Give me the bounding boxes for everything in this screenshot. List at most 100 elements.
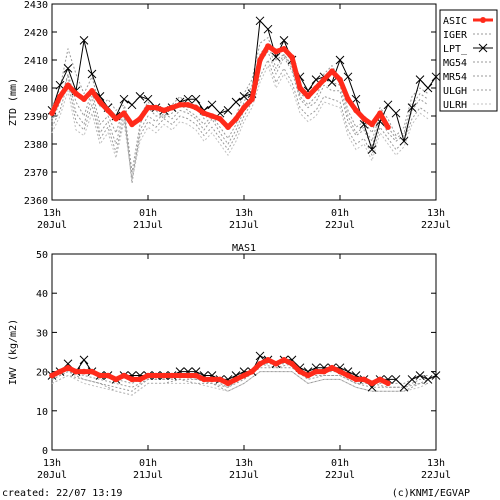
data-point [153, 104, 159, 111]
data-point [143, 94, 153, 104]
data-point [327, 78, 337, 87]
data-point [79, 36, 89, 45]
data-point [257, 360, 263, 367]
data-point [279, 36, 289, 45]
x-tick-label-date: 21Jul [133, 470, 163, 481]
data-point [351, 94, 361, 104]
y-tick-label: 2410 [24, 56, 48, 67]
data-point [121, 372, 127, 379]
series-ulgh [51, 59, 429, 179]
data-point [263, 24, 273, 34]
data-point [177, 372, 183, 379]
data-point [233, 116, 239, 122]
y-tick-label: 20 [36, 368, 48, 379]
data-point [239, 92, 249, 101]
data-point [193, 104, 199, 111]
data-point [241, 104, 247, 111]
data-point [129, 376, 135, 383]
data-point [255, 351, 265, 361]
data-point [193, 372, 199, 379]
data-point [265, 357, 271, 363]
data-point [225, 124, 231, 130]
data-point [345, 372, 351, 379]
data-point [137, 116, 143, 122]
legend: ASIC IGER LPT_ MG54 MR54 ULGH ULRH [439, 9, 498, 112]
legend-label: ASIC [443, 16, 467, 27]
data-point [169, 372, 175, 379]
data-point [321, 368, 327, 375]
data-point [313, 85, 319, 91]
series-asic [49, 357, 391, 387]
data-point [383, 100, 393, 110]
x-tick-label-date: 22Jul [421, 220, 451, 231]
data-point [201, 110, 207, 116]
data-point [345, 96, 351, 102]
data-point [335, 55, 345, 65]
data-point [265, 43, 271, 49]
panel-1: 2360237023802390240024102420243013h20Jul… [8, 0, 498, 231]
data-point [49, 372, 55, 379]
x-tick-label-hour: 13h [43, 208, 61, 219]
x-tick-label-date: 22Jul [421, 470, 451, 481]
data-point [407, 375, 417, 384]
y-tick-label: 2380 [24, 140, 48, 151]
x-tick-label-date: 20Jul [37, 470, 67, 481]
data-point [57, 368, 63, 375]
data-point [431, 72, 441, 82]
data-point [49, 110, 55, 116]
data-point [305, 372, 311, 379]
data-point [63, 64, 73, 73]
data-point [329, 364, 335, 371]
series-line [51, 367, 429, 392]
data-point [161, 372, 167, 379]
x-tick-label-hour: 13h [427, 208, 445, 219]
data-point [407, 103, 417, 112]
data-point [89, 88, 95, 94]
data-point [209, 376, 215, 383]
series-mg54 [51, 367, 429, 392]
data-point [177, 102, 183, 108]
data-point [119, 94, 129, 104]
data-point [297, 368, 303, 375]
plot-frame [51, 253, 437, 451]
data-point [145, 372, 151, 379]
data-point [217, 116, 223, 122]
x-tick-label-date: 20Jul [37, 220, 67, 231]
data-point [81, 96, 87, 102]
data-point [369, 121, 375, 128]
data-point [361, 376, 367, 383]
legend-label: MR54 [443, 72, 467, 83]
data-point [313, 368, 319, 375]
data-point [255, 16, 265, 26]
data-point [249, 368, 255, 375]
x-tick-label-hour: 01h [331, 208, 349, 219]
data-point [271, 52, 281, 62]
data-point [121, 110, 127, 116]
data-point [65, 364, 71, 371]
x-tick-label-hour: 01h [331, 458, 349, 469]
series-asic [49, 43, 391, 130]
data-point [281, 357, 287, 363]
data-point [353, 107, 359, 114]
data-point [231, 97, 241, 107]
legend-label: LPT_ [443, 44, 468, 55]
created-timestamp: created: 22/07 13:19 [2, 488, 123, 499]
legend-label: MG54 [443, 58, 467, 69]
data-point [207, 100, 217, 110]
data-point [73, 90, 79, 97]
series-lpt [47, 16, 441, 154]
data-point [337, 76, 343, 83]
data-point [241, 372, 247, 379]
legend-label: IGER [443, 30, 468, 41]
y-tick-label: 10 [36, 407, 48, 418]
data-point [415, 371, 425, 380]
series-line [51, 20, 437, 151]
x-tick-label-hour: 13h [427, 458, 445, 469]
legend-entry-lpt: LPT_ [443, 43, 493, 55]
data-point [377, 376, 383, 383]
data-point [65, 82, 71, 88]
x-tick-label-date: 22Jul [325, 220, 355, 231]
data-point [305, 93, 311, 100]
x-tick-label-hour: 01h [139, 208, 157, 219]
